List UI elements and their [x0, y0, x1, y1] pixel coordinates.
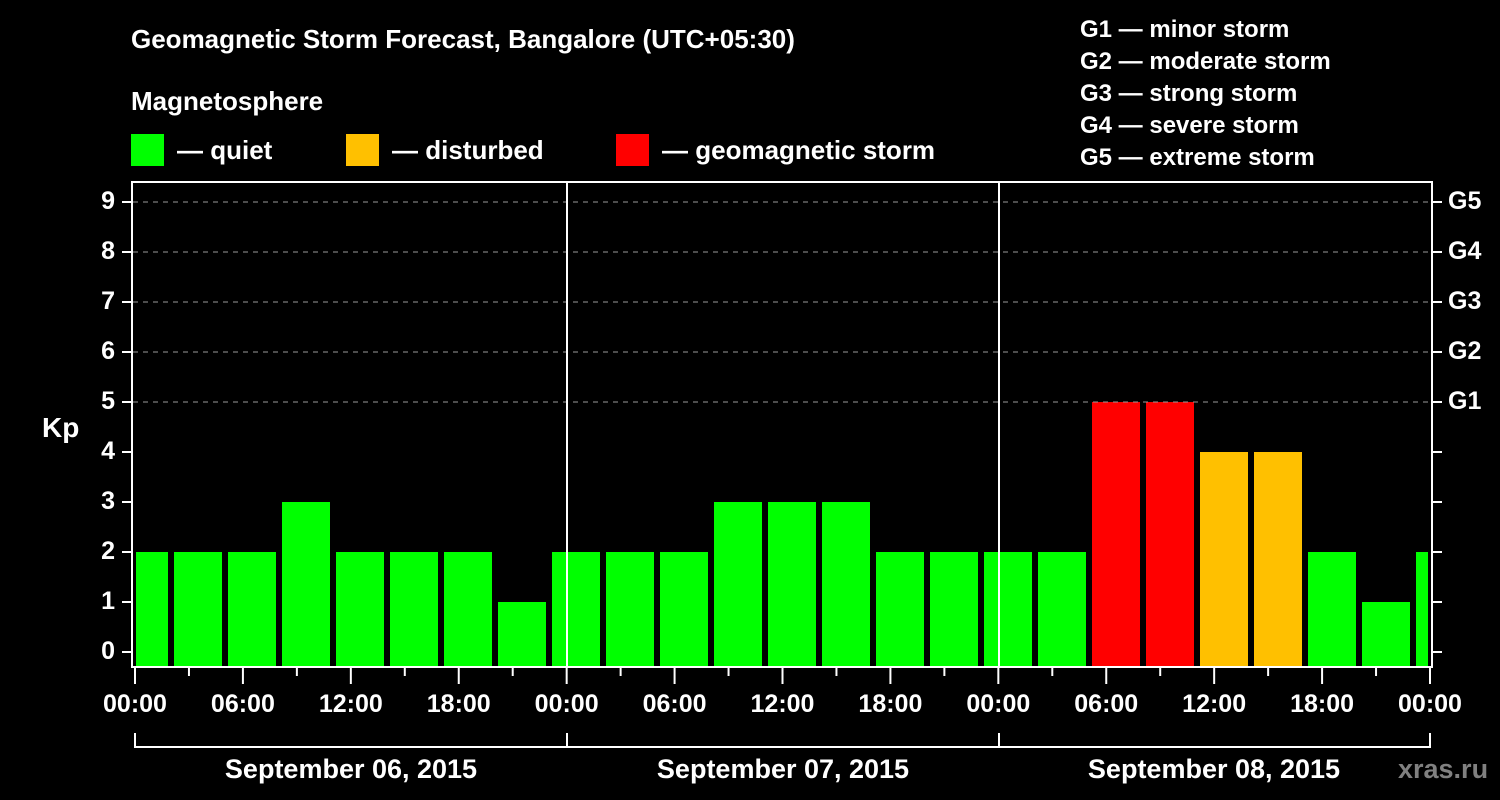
kp-bar — [282, 502, 330, 667]
axis-ticks — [122, 201, 1442, 684]
legend-disturbed-label: — disturbed — [392, 134, 544, 165]
disturbed-swatch-icon — [346, 134, 379, 166]
kp-bar — [136, 552, 168, 667]
kp-bar — [498, 602, 546, 667]
kp-bar — [876, 552, 924, 667]
x-tick-label: 12:00 — [750, 690, 815, 718]
legend-disturbed: — disturbed — [346, 134, 544, 166]
y-tick-label: 2 — [101, 537, 115, 565]
x-tick-label: 18:00 — [1290, 690, 1355, 718]
y-tick-label: 1 — [101, 587, 115, 615]
y-tick-label: 6 — [101, 337, 115, 365]
g-tick-label: G2 — [1448, 337, 1482, 365]
watermark: xras.ru — [1398, 754, 1489, 784]
kp-bar — [606, 552, 654, 667]
kp-bar — [336, 552, 384, 667]
legend-subtitle: Magnetosphere — [131, 86, 324, 116]
x-tick-label: 06:00 — [1074, 690, 1139, 718]
x-tick-label: 00:00 — [103, 690, 167, 718]
g1-legend: G1 — minor storm — [1080, 16, 1290, 43]
kp-bar — [714, 502, 762, 667]
g-scale-legend: G1 — minor storm G2 — moderate storm G3 … — [1080, 14, 1331, 174]
kp-bar — [552, 552, 600, 667]
date-brackets — [134, 733, 1431, 748]
kp-bar — [1200, 452, 1248, 667]
g-tick-label: G5 — [1448, 187, 1482, 215]
x-tick-label: 00:00 — [966, 690, 1031, 718]
x-tick-label: 18:00 — [426, 690, 491, 718]
g5-legend: G5 — extreme storm — [1080, 144, 1315, 171]
g2-legend: G2 — moderate storm — [1080, 48, 1331, 75]
y-tick-label: 4 — [101, 437, 115, 465]
x-tick-label: 18:00 — [858, 690, 923, 718]
g-tick-label: G4 — [1448, 237, 1482, 265]
x-tick-label: 12:00 — [1182, 690, 1247, 718]
quiet-swatch-icon — [131, 134, 164, 166]
kp-bar — [768, 502, 816, 667]
kp-bar — [660, 552, 708, 667]
legend-storm: — geomagnetic storm — [616, 134, 935, 166]
y-tick-label: 7 — [101, 287, 115, 315]
x-tick-label: 06:00 — [210, 690, 275, 718]
y-tick-label: 8 — [101, 237, 115, 265]
legend-quiet: — quiet — [131, 134, 272, 166]
g3-legend: G3 — strong storm — [1080, 80, 1298, 107]
plot-frame — [131, 181, 1433, 668]
x-tick-label: 06:00 — [642, 690, 707, 718]
kp-bar — [984, 552, 1032, 667]
kp-bar — [1038, 552, 1086, 667]
storm-swatch-icon — [616, 134, 649, 166]
g-tick-label: G1 — [1448, 387, 1482, 415]
kp-bar — [930, 552, 978, 667]
gridlines — [133, 201, 1431, 403]
date-label-3: September 08, 2015 — [1087, 754, 1341, 784]
date-label-2: September 07, 2015 — [656, 754, 910, 784]
kp-bar — [174, 552, 222, 667]
kp-bar — [822, 502, 870, 667]
legend-storm-label: — geomagnetic storm — [662, 134, 936, 165]
kp-bar — [1362, 602, 1410, 667]
bars — [136, 402, 1428, 667]
kp-bar — [1146, 402, 1194, 667]
kp-bar — [1254, 452, 1302, 667]
y-tick-label: 0 — [101, 637, 115, 665]
date-label-1: September 06, 2015 — [224, 754, 478, 784]
y-tick-label: 9 — [101, 187, 115, 215]
chart-title: Geomagnetic Storm Forecast, Bangalore (U… — [131, 24, 795, 54]
kp-bar — [444, 552, 492, 667]
kp-bar — [1416, 552, 1428, 667]
y-tick-label: 5 — [101, 387, 115, 415]
x-tick-label: 00:00 — [1398, 690, 1462, 718]
y-axis-label: Kp — [42, 412, 80, 443]
kp-bar — [228, 552, 276, 667]
x-tick-label: 00:00 — [534, 690, 599, 718]
g4-legend: G4 — severe storm — [1080, 112, 1299, 139]
kp-bar — [1308, 552, 1356, 667]
legend-quiet-label: — quiet — [177, 134, 273, 165]
y-tick-label: 3 — [101, 487, 115, 515]
g-tick-label: G3 — [1448, 287, 1482, 315]
kp-bar — [1092, 402, 1140, 667]
kp-bar — [390, 552, 438, 667]
x-tick-label: 12:00 — [318, 690, 383, 718]
